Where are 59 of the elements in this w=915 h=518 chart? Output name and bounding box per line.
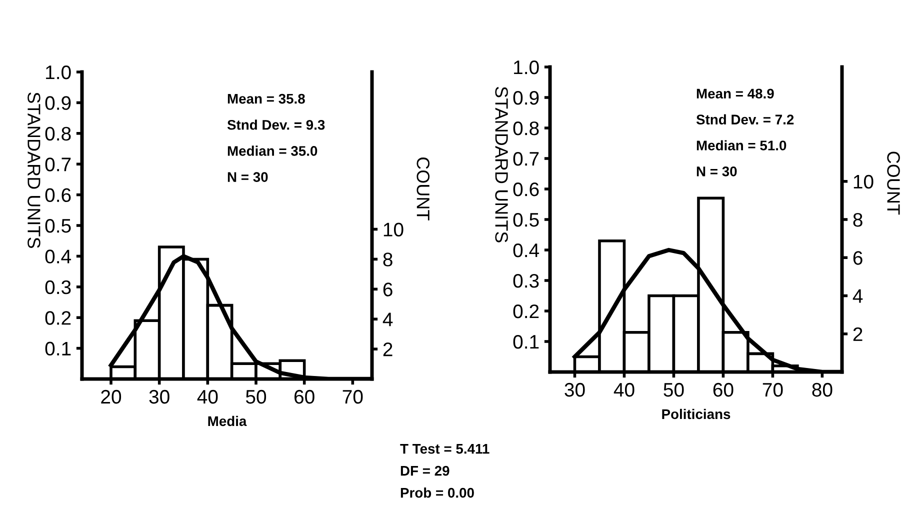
y-tick-label: 0.5 — [45, 218, 71, 233]
annotation: Mean = 35.8 — [228, 94, 305, 104]
y-tick-label: 1.0 — [514, 60, 539, 74]
y-tick-label: 0.5 — [513, 212, 539, 227]
y-tick-label: 0.8 — [45, 126, 71, 141]
x-axis-title: Politicians — [662, 408, 730, 420]
y-tick-label: 0.1 — [45, 342, 71, 356]
annotation: N = 30 — [696, 166, 737, 176]
x-tick-label: 50 — [246, 390, 266, 404]
y-tick-label: 0.7 — [513, 152, 539, 166]
annotation: Median = 51.0 — [696, 140, 786, 150]
x-tick-label: 30 — [149, 390, 170, 404]
y2-tick-label: 6 — [853, 251, 862, 265]
y-tick-label: 1.0 — [46, 65, 71, 80]
text: Prob = 0.00 — [400, 488, 474, 498]
y2-tick-label: 2 — [383, 342, 392, 356]
annotation: Mean = 48.9 — [696, 88, 774, 99]
y-tick-label: 0.2 — [45, 311, 71, 325]
y-tick-label: 0.3 — [513, 274, 539, 288]
y2-tick-label: 10 — [384, 222, 404, 236]
annotation: Median = 35.0 — [228, 146, 318, 156]
y-tick-label: 0.4 — [45, 250, 72, 264]
y2-tick-label: 8 — [853, 212, 862, 227]
x-tick-label: 60 — [294, 390, 314, 404]
x-tick-label: 40 — [197, 390, 218, 404]
annotation: Stnd Dev. = 9.3 — [227, 120, 325, 130]
y2-tick-label: 10 — [854, 174, 874, 189]
y2-axis-title: COUNT — [416, 157, 430, 220]
y2-tick-label: 4 — [852, 289, 863, 303]
y-tick-label: 0.9 — [513, 90, 539, 105]
y-axis-title: STANDARD UNITS — [495, 86, 508, 242]
y2-axis-title: COUNT — [887, 152, 900, 215]
y2-tick-label: 8 — [383, 252, 392, 266]
y2-tick-label: 2 — [853, 327, 862, 341]
x-tick-label: 70 — [762, 382, 783, 397]
y-tick-label: 0.6 — [45, 188, 71, 202]
x-axis-title: Media — [208, 416, 247, 426]
y2-tick-label: 6 — [383, 282, 392, 296]
x-tick-label: 20 — [101, 390, 122, 404]
x-tick-label: 60 — [713, 382, 734, 397]
y-tick-label: 0.8 — [513, 121, 539, 136]
x-tick-label: 70 — [342, 390, 363, 404]
y-tick-label: 0.2 — [513, 304, 539, 318]
y2-tick-label: 4 — [382, 312, 393, 326]
x-tick-label: 80 — [812, 382, 832, 397]
y-axis-title: STANDARD UNITS — [28, 92, 40, 248]
y-tick-label: 0.4 — [513, 243, 540, 258]
x-tick-label: 30 — [564, 382, 585, 397]
y-tick-label: 0.3 — [45, 280, 71, 294]
x-tick-label: 40 — [614, 382, 634, 397]
x-tick-label: 50 — [664, 382, 684, 397]
text: DF = 29 — [400, 466, 450, 476]
annotation: N = 30 — [228, 172, 268, 182]
y-tick-label: 0.9 — [45, 96, 71, 110]
y-tick-label: 0.7 — [45, 158, 71, 172]
annotation: Stnd Dev. = 7.2 — [696, 114, 794, 124]
y-tick-label: 0.1 — [513, 334, 539, 349]
y-tick-label: 0.6 — [513, 182, 539, 196]
text: T Test = 5.411 — [400, 444, 490, 454]
